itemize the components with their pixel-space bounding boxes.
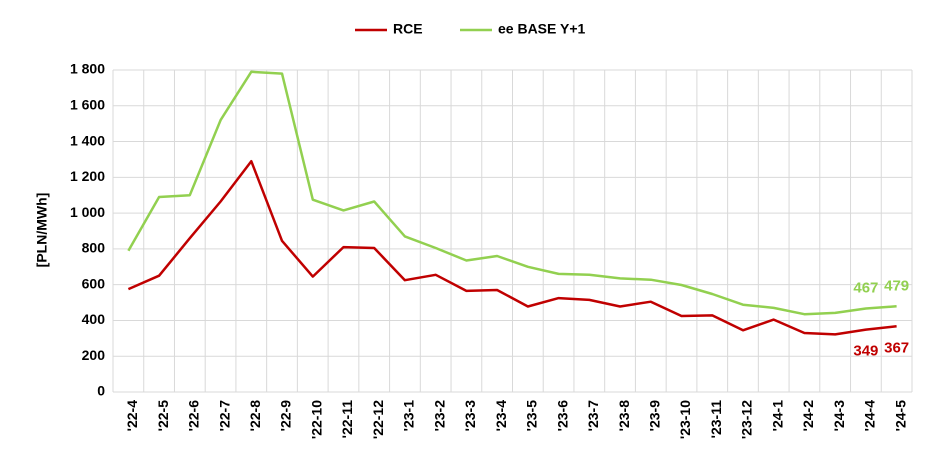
legend-label: ee BASE Y+1 [498,21,586,37]
y-tick-label: 600 [82,275,106,291]
series-line-rce [127,159,897,336]
x-tick-label: '23-6 [554,400,570,432]
x-tick-label: '23-12 [739,400,755,439]
series-lines [127,70,897,336]
x-tick-label: '22-8 [247,400,263,432]
y-tick-label: 1 400 [70,132,105,148]
x-tick-label: '22-10 [308,400,324,439]
x-tick-label: '22-7 [216,400,232,432]
y-tick-label: 1 200 [70,168,105,184]
x-tick-label: '24-1 [769,400,785,432]
x-tick-label: '22-4 [124,400,140,432]
x-tick-label: '22-11 [339,400,355,439]
x-tick-label: '23-2 [431,400,447,432]
data-label: 479 [884,277,909,294]
legend-label: RCE [393,21,423,37]
grid-lines [112,69,913,393]
x-tick-label: '22-6 [186,400,202,432]
y-axis-tick-labels: 0 200 400 600 800 1 000 1 200 1 400 1 600 1 800 [70,61,105,399]
x-tick-label: '23-3 [462,400,478,432]
x-tick-label: '23-8 [616,400,632,432]
x-tick-label: '23-5 [524,400,540,432]
x-tick-label: '22-9 [278,400,294,432]
x-tick-label: '23-4 [493,400,509,432]
x-tick-label: '23-11 [708,400,724,439]
x-tick-label: '23-9 [646,400,662,432]
x-axis-tick-labels: '22-4 '22-5 '22-6 '22-7 '22-8 '22-9 '22-10 '22-… [124,400,908,439]
x-tick-label: '23-7 [585,400,601,432]
legend: RCE ee BASE Y+1 [355,21,586,37]
data-label: 367 [884,339,909,356]
x-tick-label: '22-12 [370,400,386,439]
x-tick-label: '22-5 [155,400,171,432]
x-tick-label: '24-3 [831,400,847,432]
y-tick-label: 1 800 [70,61,105,77]
x-tick-label: '24-4 [862,400,878,432]
y-tick-label: 1 600 [70,96,105,112]
x-tick-label: '24-5 [892,400,908,432]
data-label: 467 [853,279,878,296]
data-labels: 349 367 467 479 [853,277,909,359]
y-axis-label: [PLN/MWh] [34,193,50,268]
series-line-ee-base-y1 [127,70,897,316]
y-tick-label: 800 [82,240,106,256]
data-label: 349 [853,343,878,360]
x-tick-label: '23-1 [401,400,417,432]
x-tick-label: '24-2 [800,400,816,432]
y-tick-label: 0 [97,383,105,399]
y-tick-label: 400 [82,311,106,327]
y-tick-label: 1 000 [70,204,105,220]
x-tick-label: '23-10 [677,400,693,439]
y-tick-label: 200 [82,347,106,363]
